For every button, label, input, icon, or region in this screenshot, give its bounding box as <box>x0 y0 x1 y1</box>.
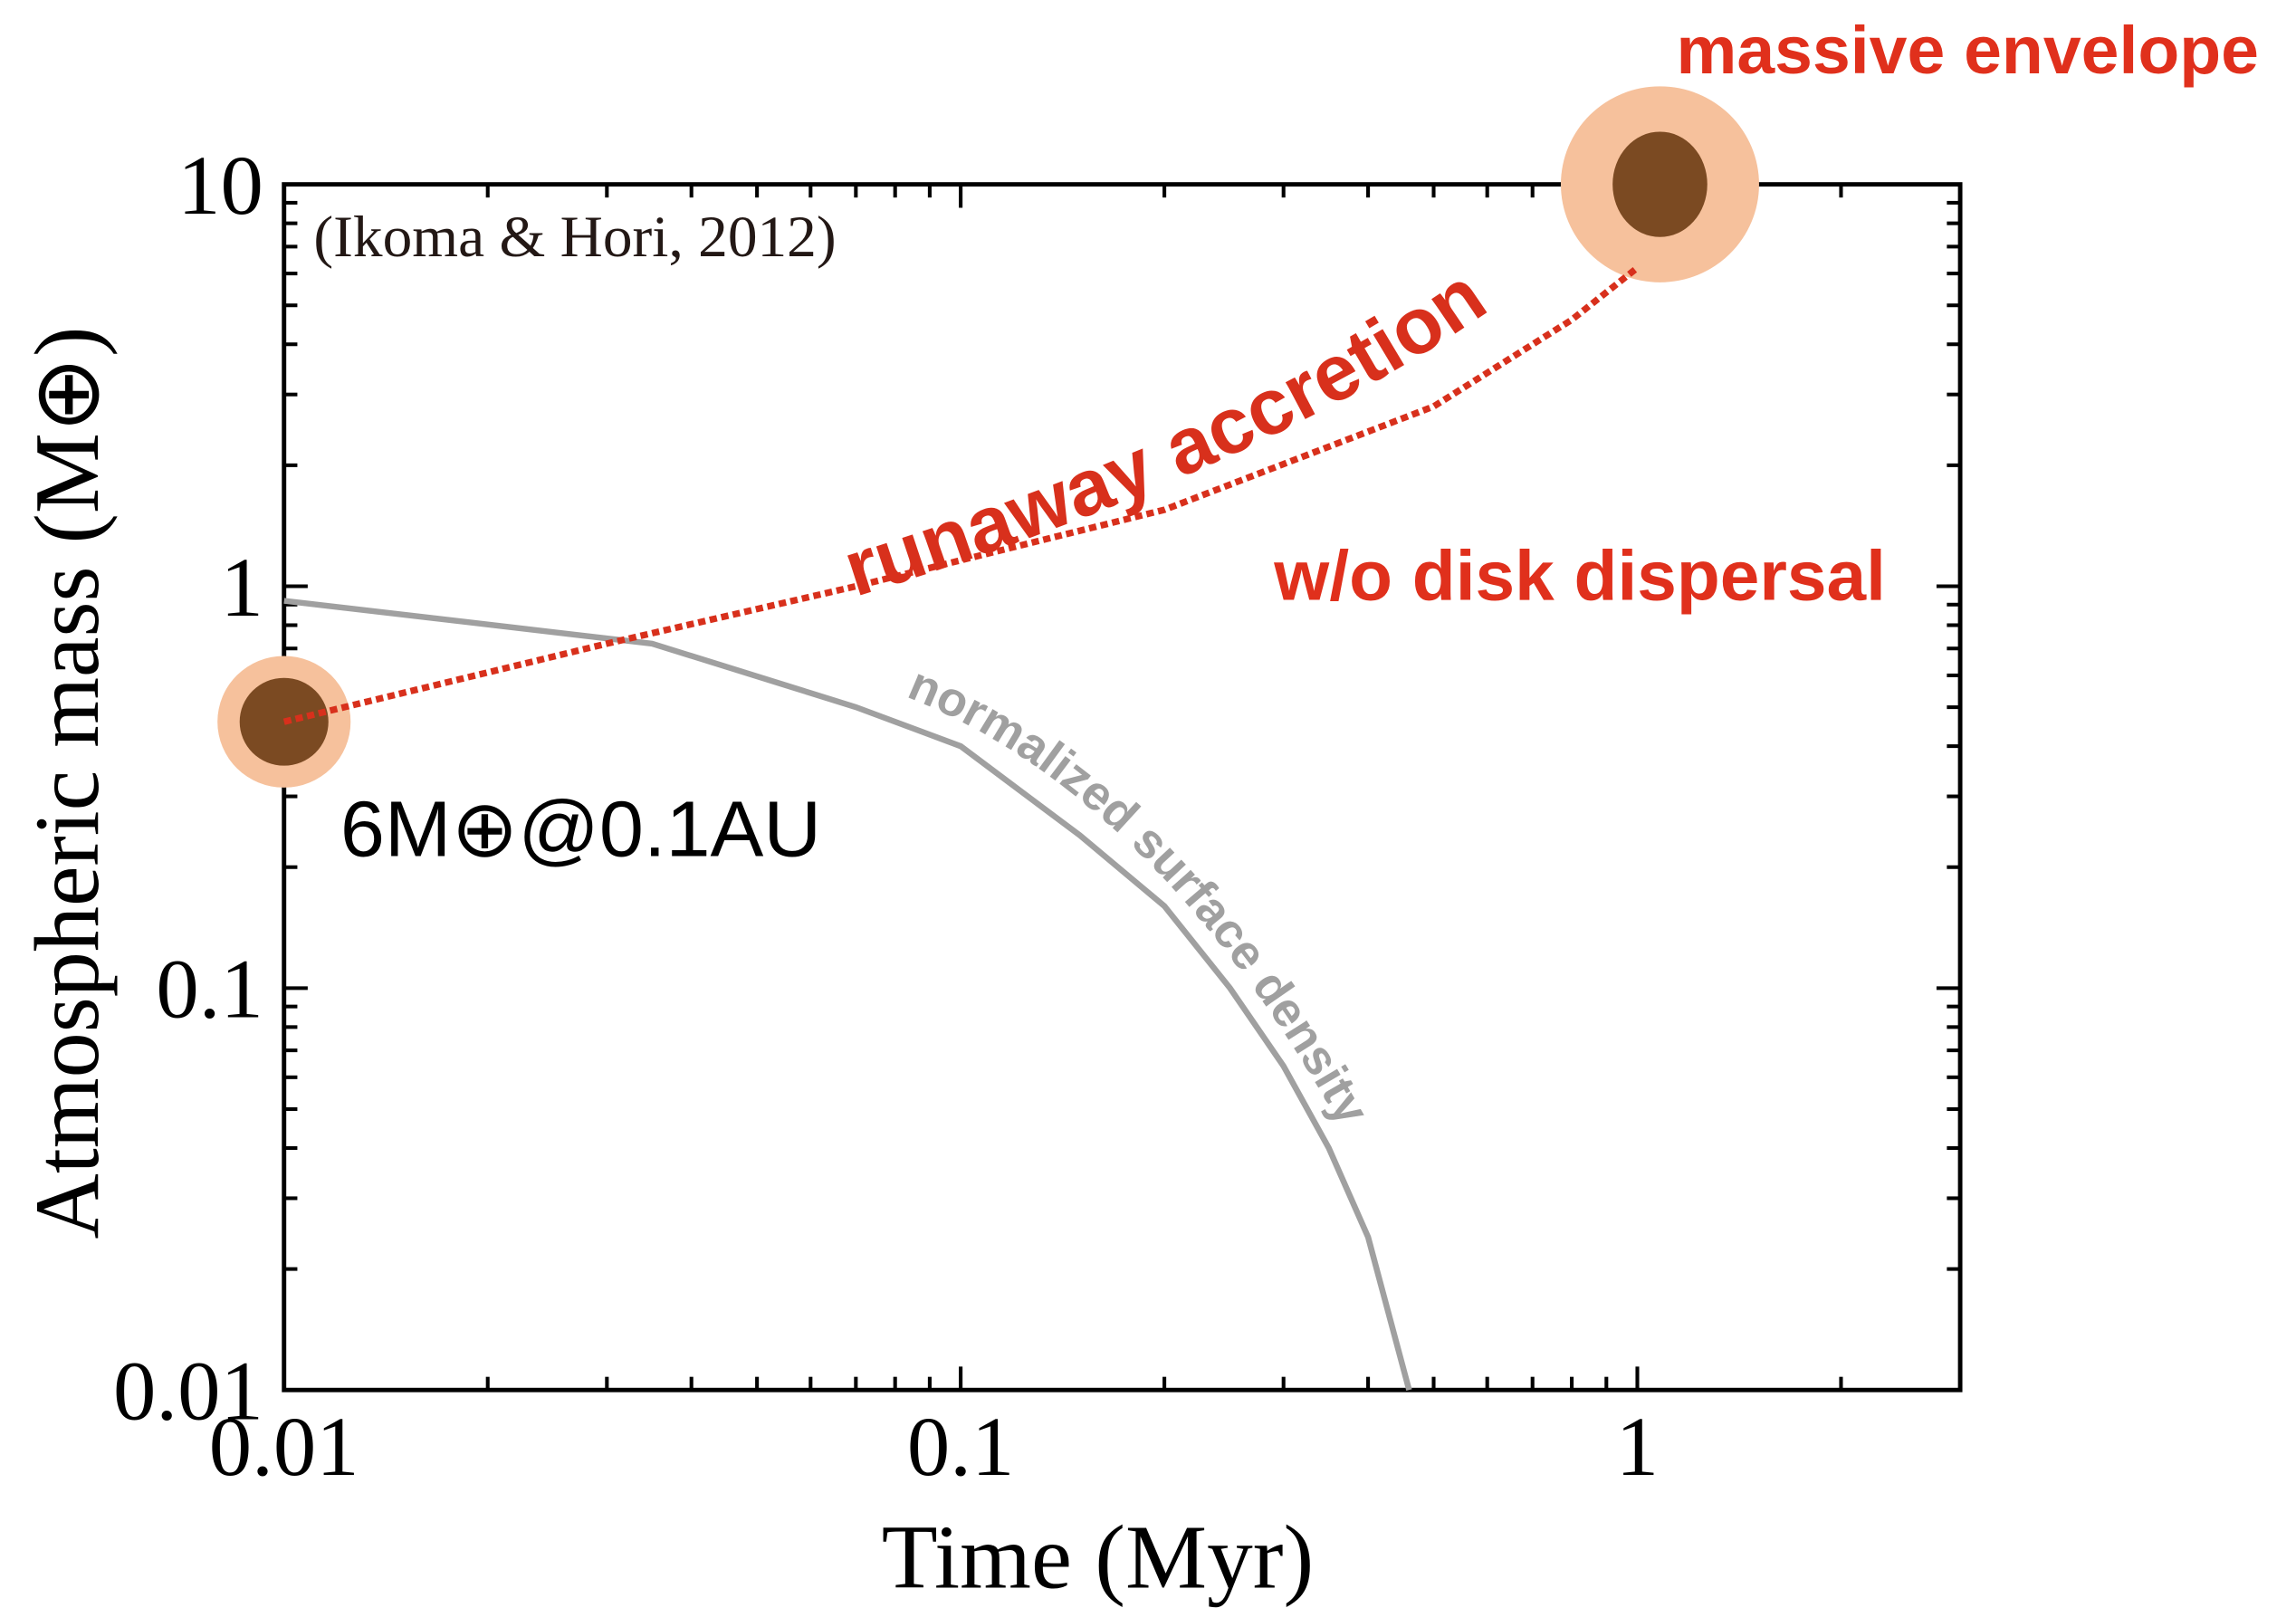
x-tick-label: 0.01 <box>209 1400 359 1493</box>
citation: (Ikoma & Hori, 2012) <box>313 205 836 270</box>
y-tick-label: 1 <box>220 541 263 634</box>
annotation: 6M⊕@0.1AU <box>340 785 821 873</box>
x-tick-label: 1 <box>1616 1400 1659 1493</box>
annotation: w/o disk dispersal <box>1273 536 1886 616</box>
series-label: normalized surface density <box>901 656 1380 1134</box>
y-axis-title: Atmospheric mass (M⊕) <box>15 327 118 1240</box>
y-tick-label: 10 <box>177 139 263 232</box>
planet-core <box>1612 131 1708 237</box>
series-label-path: normalized surface density <box>901 656 1380 1134</box>
y-tick-label: 0.1 <box>156 943 263 1036</box>
x-tick-label: 0.1 <box>907 1400 1014 1493</box>
x-axis-title: Time (Myr) <box>882 1507 1314 1607</box>
line-series <box>283 598 1412 1392</box>
y-tick-label: 0.01 <box>113 1345 263 1438</box>
annotation: massive envelope <box>1677 12 2259 88</box>
line-series <box>282 264 1640 725</box>
